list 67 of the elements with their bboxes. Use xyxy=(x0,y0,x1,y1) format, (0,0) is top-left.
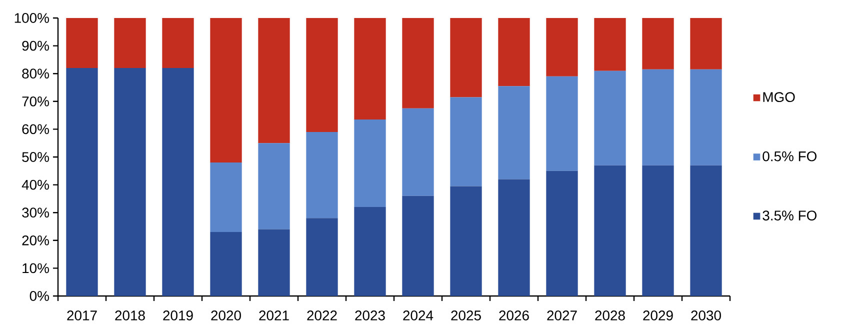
bar xyxy=(162,18,194,68)
bar xyxy=(354,207,386,296)
y-tick-label: 20% xyxy=(22,235,49,246)
bar xyxy=(546,76,578,171)
bar xyxy=(594,70,626,166)
bar xyxy=(354,18,386,120)
bar xyxy=(114,18,146,68)
bar xyxy=(642,165,674,296)
bar xyxy=(690,69,722,166)
bar xyxy=(162,68,194,296)
y-tick-label: 100% xyxy=(14,13,49,23)
bar xyxy=(258,143,290,230)
y-tick-label: 70% xyxy=(22,96,49,106)
bar xyxy=(690,165,722,296)
y-tick-label: 30% xyxy=(22,208,49,218)
bar xyxy=(498,86,530,180)
legend-label: MGO xyxy=(763,92,795,102)
bar xyxy=(594,165,626,296)
legend-label: 3.5% FO xyxy=(762,210,817,220)
bar xyxy=(66,68,98,296)
x-tick-label: 2021 xyxy=(259,310,289,320)
bar xyxy=(210,232,242,296)
bar xyxy=(690,18,722,70)
bar xyxy=(258,229,290,296)
bar xyxy=(450,97,482,186)
x-tick-label: 2027 xyxy=(547,310,577,320)
bar xyxy=(594,18,626,71)
y-tick-label: 80% xyxy=(22,68,49,79)
y-tick-label: 0% xyxy=(30,291,49,301)
bar xyxy=(306,132,338,218)
bar xyxy=(66,18,98,68)
bar xyxy=(306,218,338,296)
bar xyxy=(258,18,290,144)
bar xyxy=(546,170,578,296)
y-tick-label: 10% xyxy=(22,263,49,274)
bar xyxy=(642,18,674,70)
x-tick-label: 2020 xyxy=(211,310,241,320)
x-tick-label: 2017 xyxy=(67,310,97,320)
x-tick-label: 2025 xyxy=(451,310,481,320)
bar xyxy=(546,18,578,76)
x-tick-label: 2023 xyxy=(355,310,385,320)
bar xyxy=(450,18,482,98)
x-tick-label: 2028 xyxy=(595,310,625,320)
bar xyxy=(210,162,242,232)
x-tick-label: 2018 xyxy=(115,310,145,320)
x-tick-label: 2024 xyxy=(403,310,434,320)
y-tick-label: 50% xyxy=(22,152,49,162)
bar xyxy=(354,119,386,208)
y-tick-label: 60% xyxy=(22,124,49,134)
x-tick-label: 2029 xyxy=(643,310,673,320)
x-tick-label: 2022 xyxy=(307,310,337,320)
x-tick-label: 2026 xyxy=(499,310,529,320)
y-tick-label: 90% xyxy=(22,40,49,51)
bar xyxy=(306,18,338,132)
legend-label: 0.5% FO xyxy=(762,151,817,162)
bar xyxy=(402,196,434,296)
bar xyxy=(402,18,434,108)
bar xyxy=(498,179,530,296)
x-tick-label: 2030 xyxy=(691,310,721,320)
bar xyxy=(642,69,674,166)
bar xyxy=(450,186,482,296)
bar xyxy=(210,18,242,163)
y-tick-label: 40% xyxy=(22,180,49,190)
bar xyxy=(114,68,146,296)
bar xyxy=(498,18,530,86)
bar xyxy=(402,108,434,196)
x-tick-label: 2019 xyxy=(163,310,193,320)
